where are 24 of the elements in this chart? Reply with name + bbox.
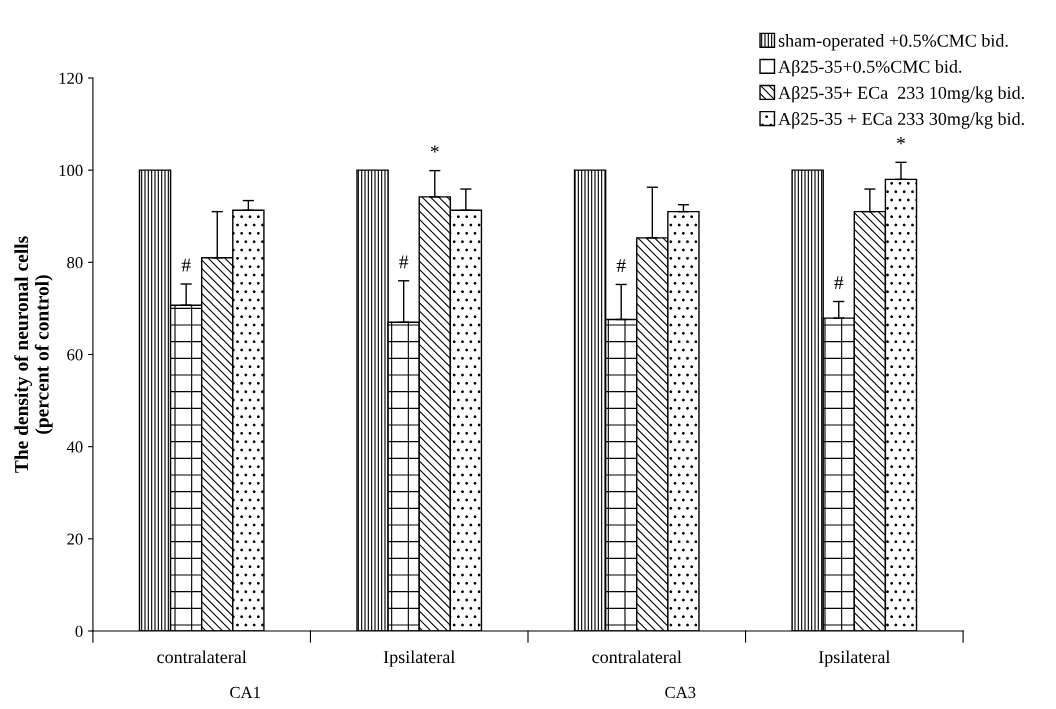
y-tick-label: 20 [67,533,83,545]
x-tick-label: contralateral [157,650,247,664]
text: CA3 [665,686,696,699]
data-label: * [897,137,905,145]
data-label: # [616,259,626,272]
x-tick-label: contralateral [592,650,682,664]
y-tick-label: 40 [66,441,83,453]
data-label: # [834,276,844,290]
data-label: # [181,258,191,272]
x-tick-label: Ipsilateral [818,650,891,667]
legend-label: Aβ25-35+0.5%CMC bid. [778,59,962,77]
legend-label: Aβ25-35+ ECa 233 10mg/kg bid. [778,85,1024,103]
y-tick-label: 80 [67,257,83,269]
legend-label: sham-operated +0.5%CMC bid. [778,34,1008,51]
y-tick-label: 60 [67,349,83,361]
data-label: * [430,145,439,153]
y-axis-title: The density of neuronal cells (percent of control) [14,236,53,473]
x-tick-label: Ipsilateral [383,650,455,667]
text: CA1 [230,686,260,699]
legend-label: Aβ25-35 + ECa 233 30mg/kg bid. [778,112,1024,129]
y-tick-label: 120 [59,72,83,84]
y-tick-label: 0 [75,625,83,637]
y-tick-label: 100 [59,164,83,177]
data-label: # [399,255,409,269]
